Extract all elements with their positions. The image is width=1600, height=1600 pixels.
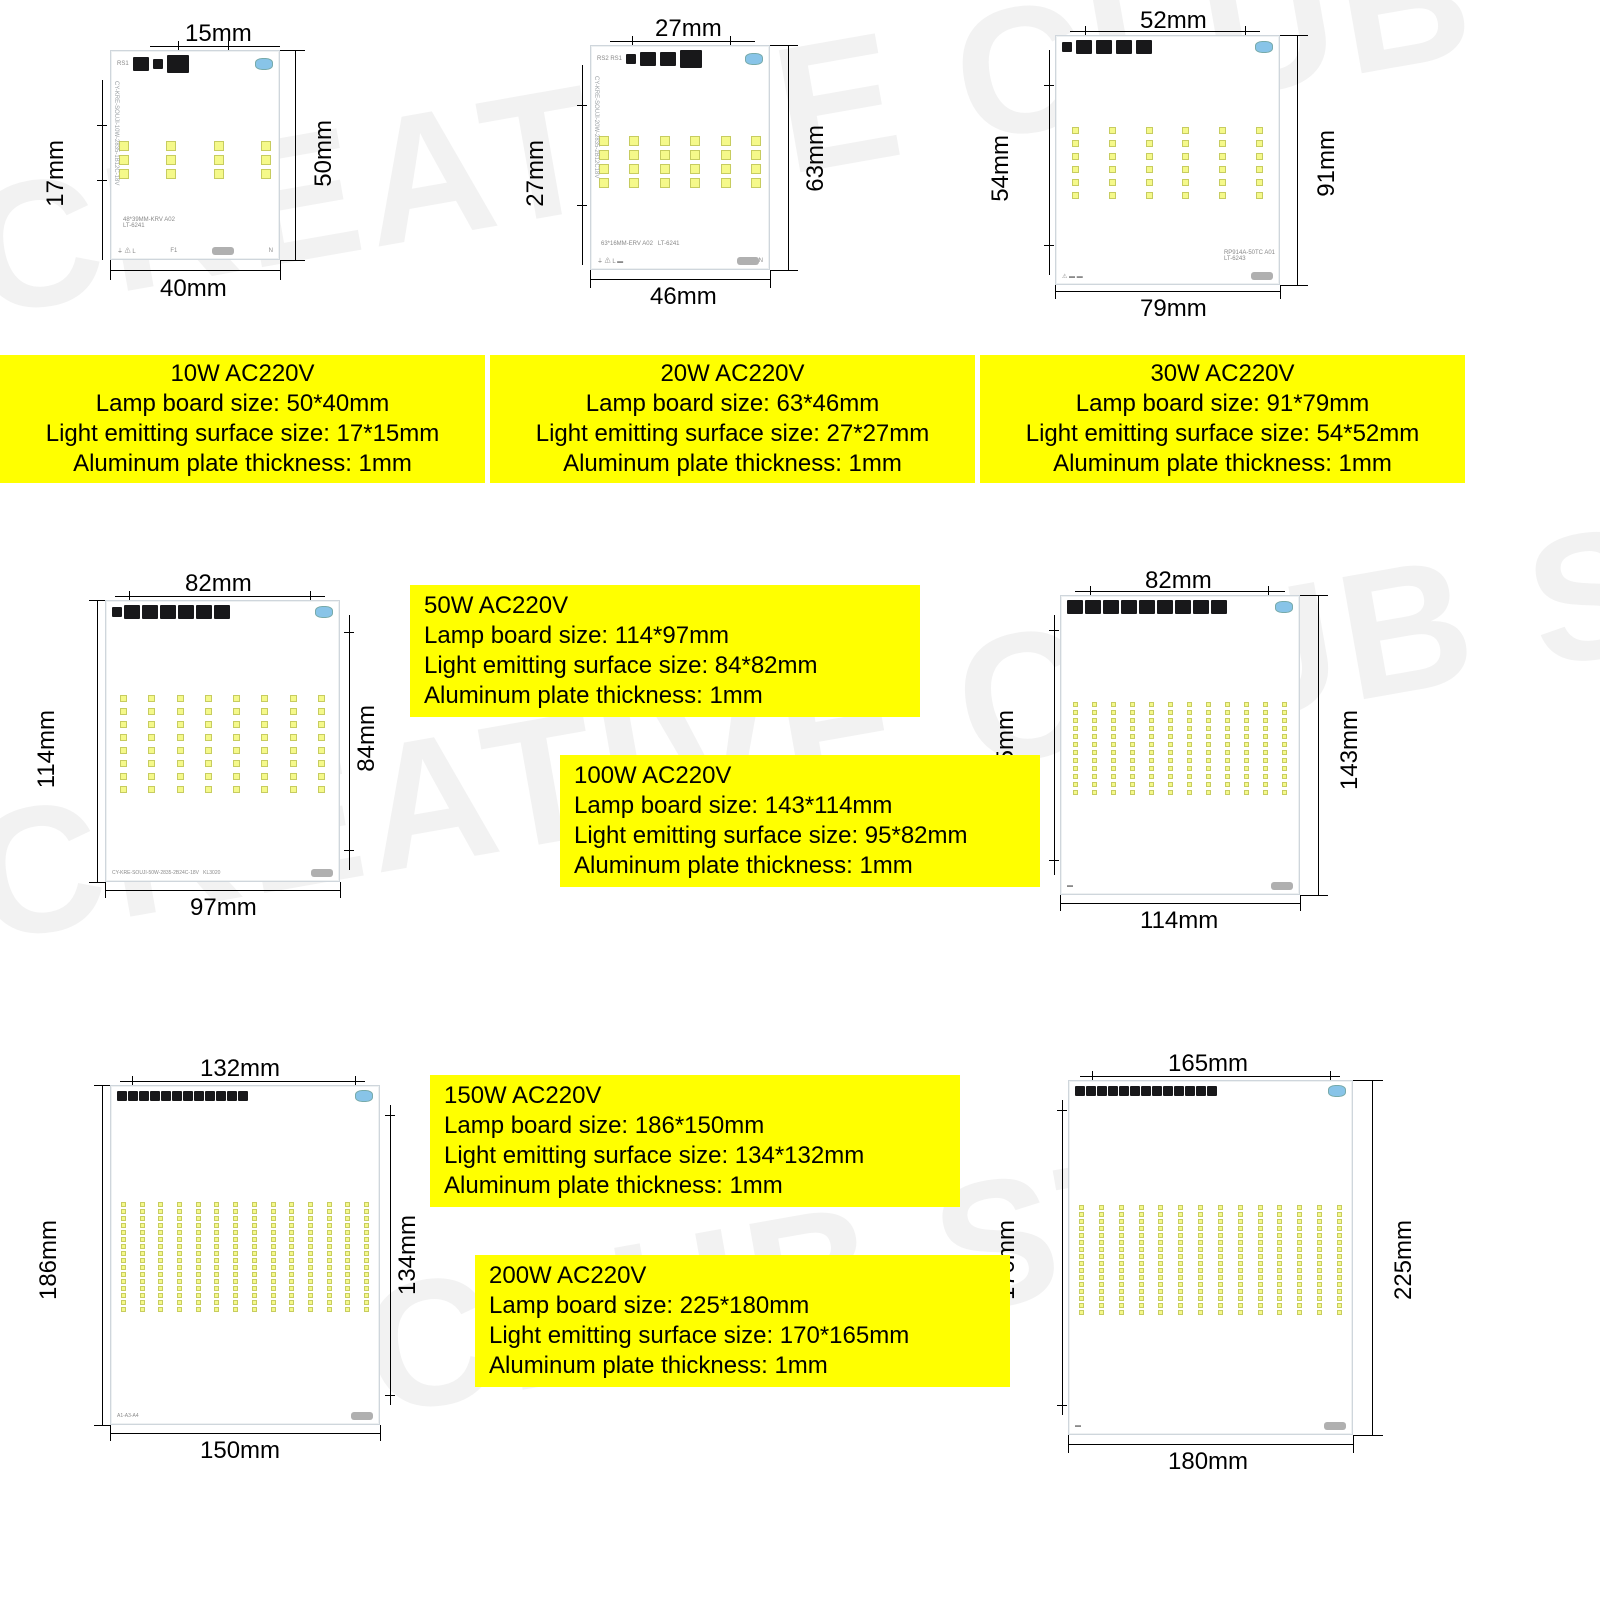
spec-10w-l3: Aluminum plate thickness: 1mm [8,449,477,479]
board-20w-wrap: 27mm 27mm RS2 RS1 CY-KRE-SOUJI-20W-2835-… [590,45,770,270]
dim-150w-left: 186mm [35,1220,63,1300]
dim-20w-bottom: 46mm [650,283,717,311]
spec-30w-l2: Light emitting surface size: 54*52mm [988,419,1457,449]
spec-100w-l3: Aluminum plate thickness: 1mm [574,851,1026,881]
spec-100w: 100W AC220V Lamp board size: 143*114mm L… [560,755,1040,887]
spec-150w-l1: Lamp board size: 186*150mm [444,1111,946,1141]
spec-100w-l2: Light emitting surface size: 95*82mm [574,821,1026,851]
spec-50w-title: 50W AC220V [424,591,906,621]
dim-50w-inner: 84mm [353,705,381,772]
dim-10w-right: 50mm [310,120,338,187]
dim-30w-bottom: 79mm [1140,295,1207,323]
spec-200w-l3: Aluminum plate thickness: 1mm [489,1351,996,1381]
dim-10w-top: 15mm [185,20,252,48]
spec-30w-title: 30W AC220V [988,359,1457,389]
board-200w: ▬ [1068,1080,1353,1435]
dim-200w-bottom: 180mm [1168,1448,1248,1476]
spec-200w-l1: Lamp board size: 225*180mm [489,1291,996,1321]
led-grid-20w [591,70,769,254]
dim-150w-inner: 134mm [394,1215,422,1295]
dim-200w-top: 165mm [1168,1050,1248,1078]
led-grid-100w [1061,616,1299,880]
dim-10w-bottom: 40mm [160,275,227,303]
spec-10w-l2: Light emitting surface size: 17*15mm [8,419,477,449]
spec-150w: 150W AC220V Lamp board size: 186*150mm L… [430,1075,960,1207]
led-grid-30w [1056,56,1279,270]
spec-30w-l1: Lamp board size: 91*79mm [988,389,1457,419]
spec-20w-title: 20W AC220V [498,359,967,389]
spec-100w-l1: Lamp board size: 143*114mm [574,791,1026,821]
dim-20w-top: 27mm [655,15,722,43]
board-10w-wrap: 15mm 17mm RS1 CY-KRE-SOUJI-10W-2835-1B12… [110,50,280,260]
spec-50w-l2: Light emitting surface size: 84*82mm [424,651,906,681]
spec-30w-l3: Aluminum plate thickness: 1mm [988,449,1457,479]
dim-50w-left: 114mm [33,710,61,788]
dim-50w-top: 82mm [185,570,252,598]
dim-30w-left: 54mm [987,135,1015,202]
spec-10w-l1: Lamp board size: 50*40mm [8,389,477,419]
board-100w-wrap: 82mm 95mm ▬ 143mm 114mm [1060,595,1300,895]
led-grid-200w [1069,1099,1352,1420]
spec-100w-title: 100W AC220V [574,761,1026,791]
spec-20w: 20W AC220V Lamp board size: 63*46mm Ligh… [490,355,975,483]
dim-50w-bottom: 97mm [190,894,257,922]
spec-200w: 200W AC220V Lamp board size: 225*180mm L… [475,1255,1010,1387]
board-20w: RS2 RS1 CY-KRE-SOUJI-20W-2835-2B12C18V 6… [590,45,770,270]
dim-150w-top: 132mm [200,1055,280,1083]
spec-150w-l3: Aluminum plate thickness: 1mm [444,1171,946,1201]
board-150w: A1-A3-A4 [110,1085,380,1425]
board-100w: ▬ [1060,595,1300,895]
dim-100w-right: 143mm [1336,710,1364,790]
board-30w: RP914A-50TC A01LT-6243 ⚠ ▬ ▬ [1055,35,1280,285]
spec-50w-l1: Lamp board size: 114*97mm [424,621,906,651]
spec-10w: 10W AC220V Lamp board size: 50*40mm Ligh… [0,355,485,483]
spec-150w-l2: Light emitting surface size: 134*132mm [444,1141,946,1171]
spec-30w: 30W AC220V Lamp board size: 91*79mm Ligh… [980,355,1465,483]
dim-150w-bottom: 150mm [200,1437,280,1465]
dim-100w-bottom: 114mm [1140,907,1218,935]
board-30w-wrap: 52mm 54mm RP914A-50TC A01LT-6243 ⚠ ▬ ▬ 9… [1055,35,1280,285]
led-grid-50w [106,621,339,867]
spec-150w-title: 150W AC220V [444,1081,946,1111]
spec-20w-l2: Light emitting surface size: 27*27mm [498,419,967,449]
board-150w-wrap: 132mm 186mm A1-A3-A4 134mm 150mm [110,1085,380,1425]
spec-20w-l1: Lamp board size: 63*46mm [498,389,967,419]
led-grid-150w [111,1104,379,1410]
spec-50w-l3: Aluminum plate thickness: 1mm [424,681,906,711]
dim-20w-right: 63mm [802,125,830,192]
spec-20w-l3: Aluminum plate thickness: 1mm [498,449,967,479]
board-200w-wrap: 165mm 170mm ▬ 225mm 180mm [1068,1080,1353,1435]
dim-20w-left: 27mm [522,140,550,207]
spec-200w-l2: Light emitting surface size: 170*165mm [489,1321,996,1351]
board-50w: CY-KRE-SOUJI-50W-2835-2B24C-18V KL3020 [105,600,340,882]
dim-30w-right: 91mm [1313,130,1341,197]
dim-200w-right: 225mm [1390,1220,1418,1300]
spec-200w-title: 200W AC220V [489,1261,996,1291]
board-10w: RS1 CY-KRE-SOUJI-10W-2835-1B12C-18V 48*3… [110,50,280,260]
dim-10w-left: 17mm [42,140,70,207]
board-50w-wrap: 82mm 114mm CY-KRE-SOUJI-50W-2835-2B24C-1… [105,600,340,882]
spec-10w-title: 10W AC220V [8,359,477,389]
spec-50w: 50W AC220V Lamp board size: 114*97mm Lig… [410,585,920,717]
